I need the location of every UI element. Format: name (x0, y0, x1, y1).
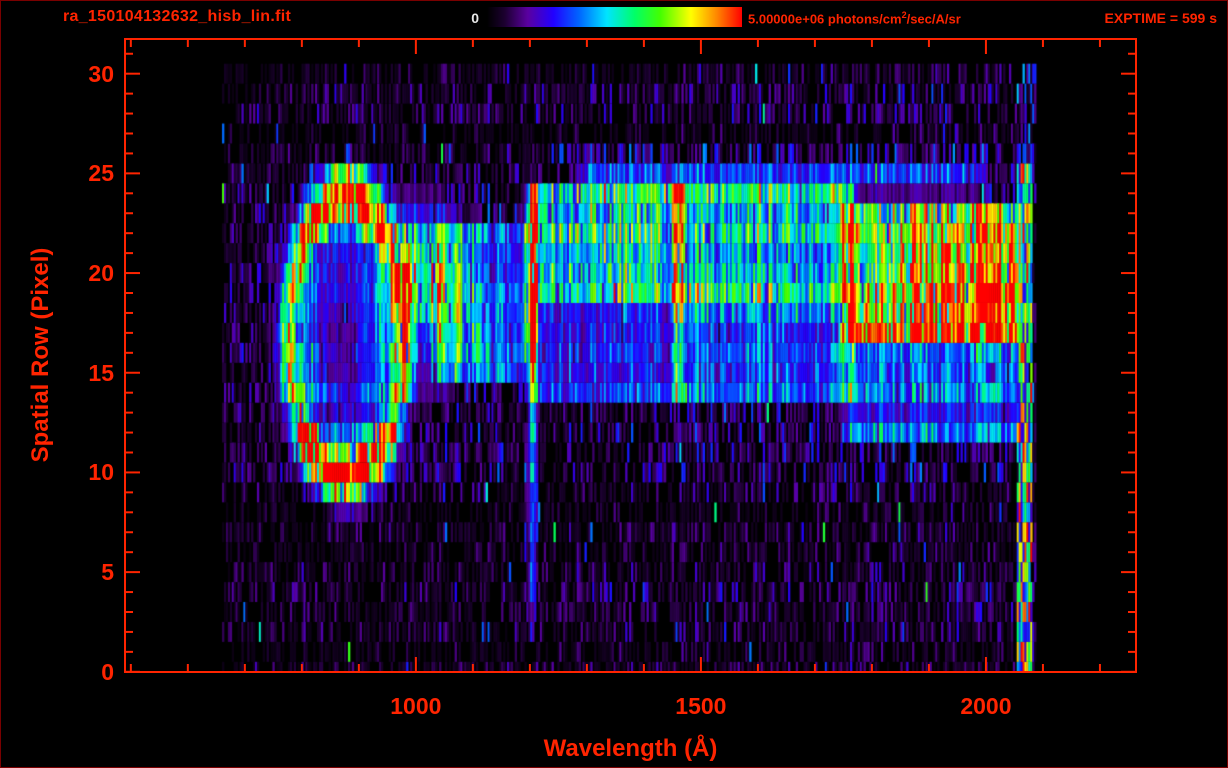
y-axis-title: Spatial Row (Pixel) (27, 247, 54, 463)
colorbar-max-label: 5.00000e+06 photons/cm2/sec/A/sr (748, 10, 961, 26)
colorbar-max-superscript: 2 (901, 10, 907, 20)
x-tick-label: 2000 (960, 693, 1012, 719)
x-axis-title: Wavelength (Å) (543, 735, 718, 762)
colorbar-max-units: /sec/A/sr (906, 11, 961, 27)
colorbar-gradient (487, 7, 742, 27)
colorbar-min-label: 0 (471, 10, 479, 26)
x-tick-labels: 1000 1500 2000 (1, 693, 1227, 721)
y-tick-label: 0 (101, 658, 114, 685)
y-tick-label: 30 (88, 60, 114, 87)
y-tick-label: 25 (88, 160, 114, 187)
exptime-label: EXPTIME = 599 s (1104, 10, 1217, 26)
y-tick-label: 5 (101, 559, 114, 586)
y-tick-label: 15 (88, 359, 114, 386)
colorbar-max-value: 5.00000e+06 photons/cm (748, 11, 902, 27)
colorbar (487, 7, 742, 27)
y-tick-label: 20 (88, 260, 114, 287)
file-title: ra_150104132632_hisb_lin.fit (63, 8, 292, 25)
x-tick-label: 1500 (675, 693, 727, 719)
spectral-heatmap-canvas (126, 40, 1135, 671)
plot-frame (124, 38, 1137, 673)
y-tick-label: 10 (88, 459, 114, 486)
x-tick-label: 1000 (390, 693, 442, 719)
